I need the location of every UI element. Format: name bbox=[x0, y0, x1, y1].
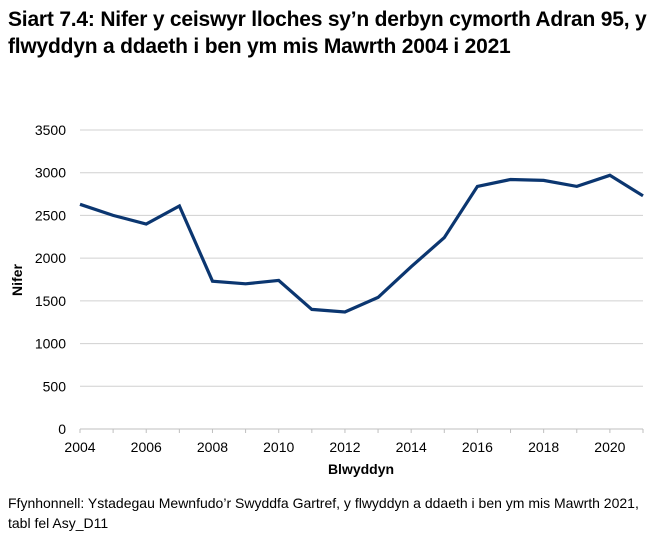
x-tick-label: 2006 bbox=[131, 439, 162, 455]
y-tick-label: 500 bbox=[43, 378, 67, 394]
chart-title: Siart 7.4: Nifer y ceiswyr lloches sy’n … bbox=[8, 8, 647, 58]
y-tick-label: 3500 bbox=[35, 122, 66, 138]
x-tick-label: 2012 bbox=[329, 439, 360, 455]
data-line bbox=[79, 173, 644, 314]
x-tick-label: 2016 bbox=[462, 439, 493, 455]
x-tick-label: 2018 bbox=[528, 439, 559, 455]
x-axis bbox=[79, 428, 644, 433]
x-tick-label: 2008 bbox=[197, 439, 228, 455]
y-axis-label: Nifer bbox=[9, 264, 25, 296]
y-tick-label: 1500 bbox=[35, 293, 66, 309]
y-tick-label: 0 bbox=[58, 421, 66, 437]
y-axis-ticks: 0 500 1000 1500 2000 2500 3000 3500 bbox=[35, 122, 66, 437]
y-tick-label: 1000 bbox=[35, 336, 66, 352]
x-tick-label: 2010 bbox=[263, 439, 294, 455]
x-tick-label: 2004 bbox=[64, 439, 95, 455]
x-axis-label: Blwyddyn bbox=[328, 461, 394, 477]
x-tick-label: 2020 bbox=[594, 439, 625, 455]
y-tick-label: 2500 bbox=[35, 207, 66, 223]
source-note: Ffynhonnell: Ystadegau Mewnfudo’r Swyddf… bbox=[8, 495, 639, 531]
x-axis-ticks: 2004 2006 2008 2010 2012 2014 2016 2018 2020 bbox=[64, 439, 625, 455]
y-tick-label: 3000 bbox=[35, 165, 66, 181]
x-tick-label: 2014 bbox=[396, 439, 427, 455]
y-tick-label: 2000 bbox=[35, 250, 66, 266]
gridlines bbox=[80, 129, 643, 387]
